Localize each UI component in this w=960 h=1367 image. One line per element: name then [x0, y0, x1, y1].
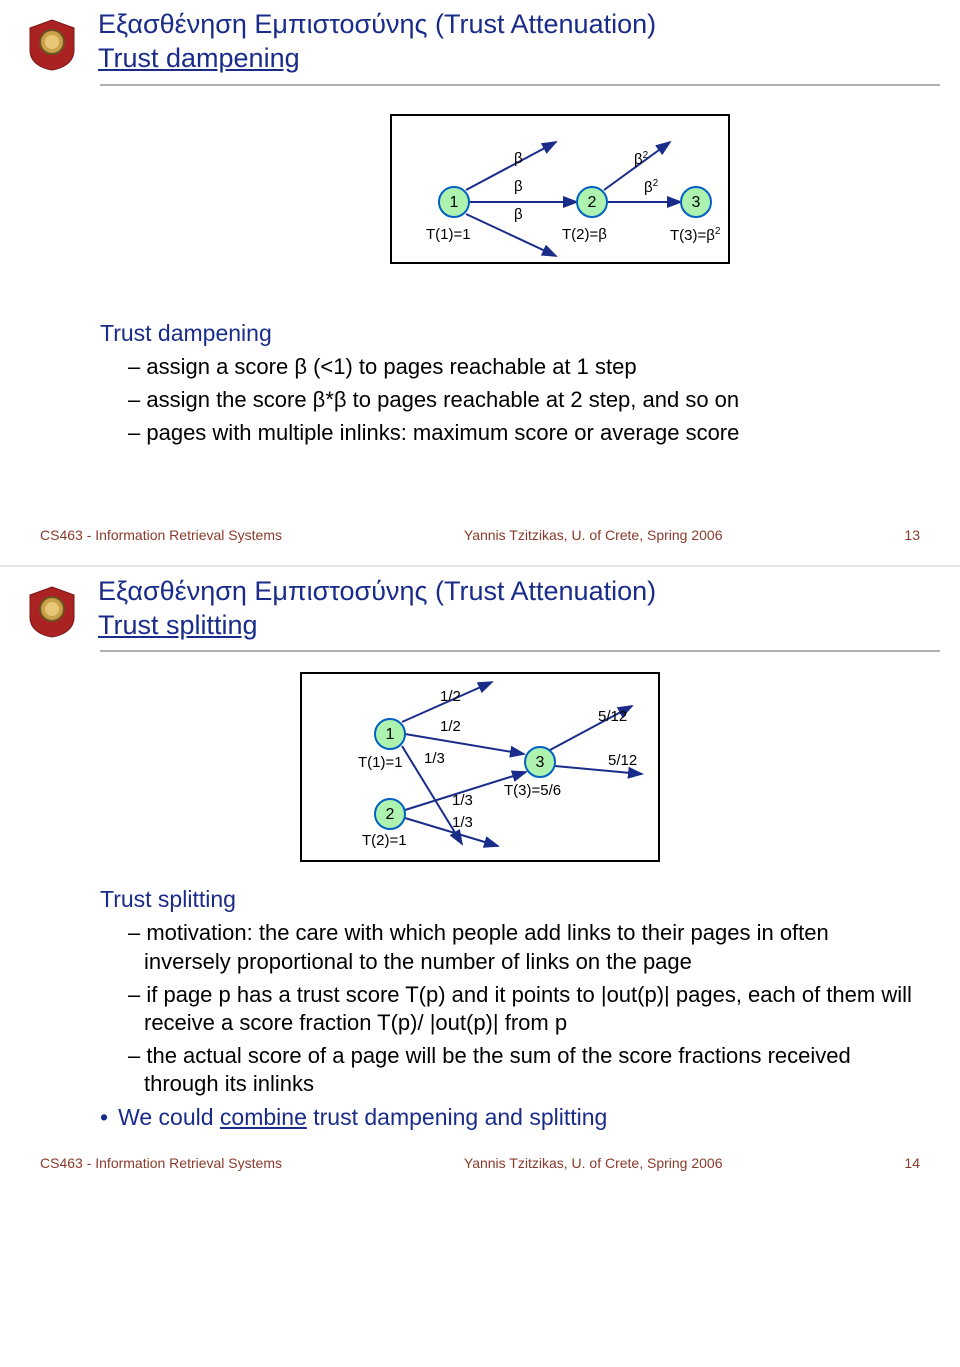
diagram-label: T(3)=β2 — [670, 226, 720, 244]
combine-item: • We could combine trust dampening and sp… — [100, 1104, 912, 1131]
diagram-label: T(2)=β — [562, 226, 607, 243]
diagram-label: β2 — [644, 178, 658, 196]
slide-title: Εξασθένηση Εμπιστοσύνης (Trust Attenuati… — [98, 575, 940, 643]
diagram-label: T(1)=1 — [358, 754, 403, 771]
footer-mid: Yannis Tzitzikas, U. of Crete, Spring 20… — [464, 1155, 723, 1171]
diagram-label: β — [514, 150, 523, 167]
diagram-area: 123ββββ2β2T(1)=1T(2)=βT(3)=β2 — [0, 114, 960, 264]
footer-left: CS463 - Information Retrieval Systems — [40, 527, 282, 543]
diagram-label: β — [514, 178, 523, 195]
diagram-label: 5/12 — [598, 708, 627, 725]
slide-header: Εξασθένηση Εμπιστοσύνης (Trust Attenuati… — [0, 0, 960, 76]
diagram-label: T(3)=5/6 — [504, 782, 561, 799]
bullet-item: assign the score β*β to pages reachable … — [128, 386, 912, 414]
slide-header: Εξασθένηση Εμπιστοσύνης (Trust Attenuati… — [0, 567, 960, 643]
bullet-dot: • — [100, 1104, 108, 1130]
footer-right: 13 — [904, 527, 920, 543]
diagram-label: T(2)=1 — [362, 832, 407, 849]
slide-2: Εξασθένηση Εμπιστοσύνης (Trust Attenuati… — [0, 567, 960, 1193]
title-line-1: Εξασθένηση Εμπιστοσύνης (Trust Attenuati… — [98, 8, 940, 42]
title-line-2: Trust splitting — [98, 609, 940, 643]
section-heading: Trust dampening — [100, 320, 912, 347]
diagram-label: 1/3 — [452, 792, 473, 809]
content-section: Trust splitting motivation: the care wit… — [0, 876, 960, 1131]
bullet-item: pages with multiple inlinks: maximum sco… — [128, 419, 912, 447]
svg-text:2: 2 — [588, 194, 597, 211]
slide-footer: CS463 - Information Retrieval Systems Ya… — [0, 1137, 960, 1171]
university-logo — [24, 16, 80, 72]
bullet-list: motivation: the care with which people a… — [100, 919, 912, 1098]
bullet-list: assign a score β (<1) to pages reachable… — [100, 353, 912, 447]
diagram-label: β — [514, 206, 523, 223]
slide-1: Εξασθένηση Εμπιστοσύνης (Trust Attenuati… — [0, 0, 960, 567]
svg-text:3: 3 — [692, 194, 701, 211]
diagram-area: 1 2 3 1/2 1/2 1/3 1/3 1/3 5/12 5/12 T(1)=1 T(2)=1 T(… — [0, 672, 960, 862]
slide-title: Εξασθένηση Εμπιστοσύνης (Trust Attenuati… — [98, 8, 940, 76]
content-section: Trust dampening assign a score β (<1) to… — [0, 310, 960, 447]
svg-text:1: 1 — [450, 194, 459, 211]
bullet-item: if page p has a trust score T(p) and it … — [128, 981, 912, 1037]
diagram-label: 5/12 — [608, 752, 637, 769]
slide-footer: CS463 - Information Retrieval Systems Ya… — [0, 509, 960, 543]
diagram-label: 1/2 — [440, 718, 461, 735]
diagram-label: 1/2 — [440, 688, 461, 705]
svg-text:3: 3 — [536, 754, 545, 771]
combine-text: We could combine trust dampening and spl… — [118, 1104, 607, 1130]
title-rule — [100, 84, 940, 86]
title-line-1: Εξασθένηση Εμπιστοσύνης (Trust Attenuati… — [98, 575, 940, 609]
diagram-label: β2 — [634, 150, 648, 168]
svg-text:1: 1 — [386, 726, 395, 743]
footer-mid: Yannis Tzitzikas, U. of Crete, Spring 20… — [464, 527, 723, 543]
bullet-item: motivation: the care with which people a… — [128, 919, 912, 975]
bullet-item: the actual score of a page will be the s… — [128, 1042, 912, 1098]
svg-text:2: 2 — [386, 806, 395, 823]
title-rule — [100, 650, 940, 652]
section-heading: Trust splitting — [100, 886, 912, 913]
diagram-label: T(1)=1 — [426, 226, 471, 243]
title-line-2: Trust dampening — [98, 42, 940, 76]
diagram-label: 1/3 — [424, 750, 445, 767]
footer-right: 14 — [904, 1155, 920, 1171]
trust-splitting-diagram: 1 2 3 1/2 1/2 1/3 1/3 1/3 5/12 5/12 T(1)=1 T(2)=1 T(… — [300, 672, 660, 862]
footer-left: CS463 - Information Retrieval Systems — [40, 1155, 282, 1171]
bullet-item: assign a score β (<1) to pages reachable… — [128, 353, 912, 381]
trust-dampening-diagram: 123ββββ2β2T(1)=1T(2)=βT(3)=β2 — [390, 114, 730, 264]
diagram-label: 1/3 — [452, 814, 473, 831]
university-logo — [24, 583, 80, 639]
